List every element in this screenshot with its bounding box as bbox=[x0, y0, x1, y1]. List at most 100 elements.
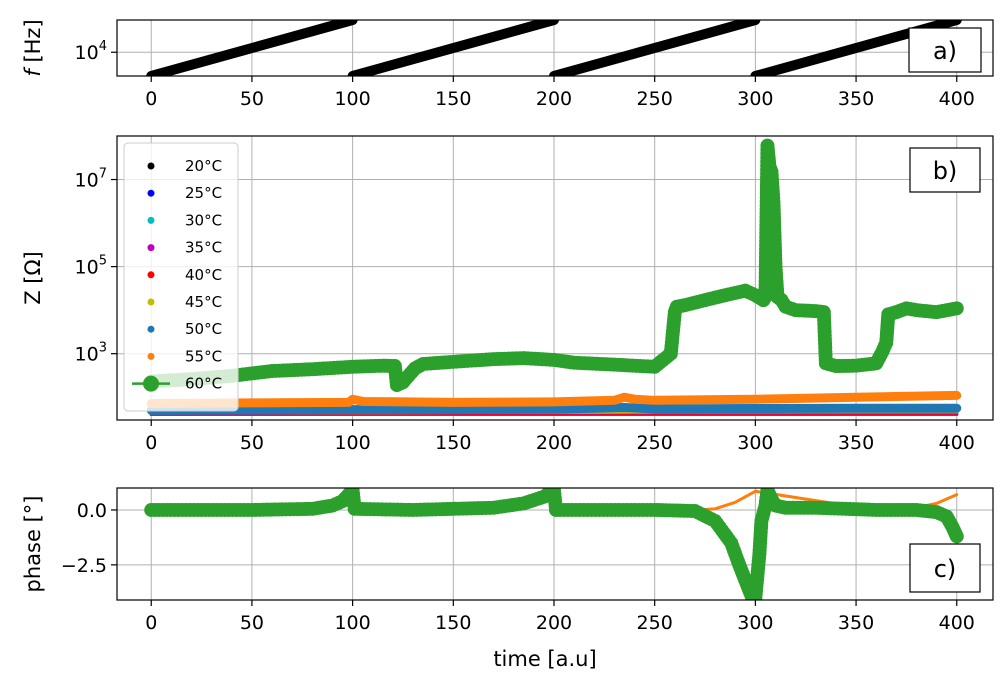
x-tick-label: 100 bbox=[334, 612, 370, 634]
frequency-sweep bbox=[548, 20, 761, 76]
panel-c-phase: 0 50 100 150 200 250 300 350 400 0.0 −2.5 c) phase [… bbox=[21, 487, 994, 634]
x-tick-label: 350 bbox=[838, 612, 874, 634]
y-axis-label-unit: [Hz] bbox=[21, 19, 45, 69]
x-tick-label: 300 bbox=[737, 432, 773, 454]
x-tick-label: 350 bbox=[838, 432, 874, 454]
legend-item: 35°C bbox=[147, 239, 222, 257]
axes-frame bbox=[116, 135, 994, 421]
series-55C bbox=[693, 489, 959, 512]
legend-label: 50°C bbox=[185, 320, 222, 338]
y-tick-base: 10 bbox=[75, 170, 99, 192]
series-50C bbox=[146, 403, 962, 415]
x-tick-label: 100 bbox=[334, 88, 370, 110]
panel-tag-label: a) bbox=[933, 37, 957, 65]
x-tick-label: 50 bbox=[240, 432, 264, 454]
legend-item: 30°C bbox=[147, 211, 222, 229]
panel-tag-label: b) bbox=[933, 157, 958, 185]
legend-item: 45°C bbox=[147, 293, 222, 311]
legend-label: 55°C bbox=[185, 347, 222, 365]
legend-item: 25°C bbox=[147, 184, 222, 202]
x-tick-label: 300 bbox=[737, 612, 773, 634]
series-60C bbox=[144, 138, 964, 393]
legend-label: 60°C bbox=[185, 375, 222, 393]
x-tick-label: 150 bbox=[435, 612, 471, 634]
x-tick-label: 50 bbox=[240, 612, 264, 634]
panel-tag-box bbox=[909, 543, 981, 593]
x-tick-label: 0 bbox=[145, 612, 157, 634]
y-axis-label-symbol: f bbox=[21, 66, 45, 77]
x-tick-label: 400 bbox=[939, 612, 975, 634]
data-point bbox=[949, 301, 964, 316]
legend-label: 45°C bbox=[185, 293, 222, 311]
x-tick-label: 350 bbox=[838, 88, 874, 110]
x-tick-label: 200 bbox=[536, 612, 572, 634]
frequency-sweep bbox=[347, 20, 559, 76]
y-tick-exponent: 3 bbox=[99, 341, 107, 356]
y-tick-label: 105 bbox=[75, 254, 107, 279]
x-tick-label: 200 bbox=[536, 432, 572, 454]
x-tick-label: 400 bbox=[939, 88, 975, 110]
x-tick-label: 0 bbox=[145, 432, 157, 454]
y-tick-exponent: 5 bbox=[99, 254, 107, 269]
x-tick-label: 100 bbox=[334, 432, 370, 454]
legend-label: 35°C bbox=[185, 239, 222, 257]
y-tick-label: 103 bbox=[75, 341, 107, 366]
x-tick-label: 300 bbox=[737, 88, 773, 110]
legend-item: 50°C bbox=[147, 320, 222, 338]
legend-marker bbox=[147, 216, 155, 224]
series-60C bbox=[144, 488, 964, 600]
x-tick-label: 250 bbox=[637, 612, 673, 634]
x-tick-label: 150 bbox=[435, 432, 471, 454]
y-tick-base: 10 bbox=[75, 257, 99, 279]
y-tick-base: 10 bbox=[75, 42, 99, 64]
frequency-sweep bbox=[146, 20, 358, 76]
legend-marker bbox=[147, 271, 155, 279]
y-tick-exponent: 7 bbox=[99, 167, 107, 182]
series-55C bbox=[146, 390, 962, 408]
legend-box bbox=[123, 142, 239, 412]
y-tick-label: −2.5 bbox=[61, 555, 107, 577]
legend-item: 40°C bbox=[147, 266, 222, 284]
legend-label: 25°C bbox=[185, 184, 222, 202]
legend-item: 60°C bbox=[132, 375, 222, 393]
legend-marker bbox=[147, 325, 155, 333]
legend-item: 20°C bbox=[147, 157, 222, 175]
y-tick-exponent: 4 bbox=[99, 39, 107, 54]
series-line bbox=[693, 489, 959, 512]
x-tick-label: 400 bbox=[939, 432, 975, 454]
panel-tag-box bbox=[909, 147, 981, 193]
panel-tag-label: c) bbox=[934, 555, 957, 583]
x-tick-label: 0 bbox=[145, 88, 157, 110]
legend-label: 30°C bbox=[185, 211, 222, 229]
y-tick-label: 107 bbox=[75, 167, 107, 192]
x-tick-label: 50 bbox=[240, 88, 264, 110]
y-axis-label: phase [°] bbox=[21, 496, 45, 593]
y-axis-label: Z [Ω] bbox=[21, 251, 45, 305]
legend-marker bbox=[147, 298, 155, 306]
legend-label: 40°C bbox=[185, 266, 222, 284]
axes-frame bbox=[116, 487, 994, 601]
legend-marker bbox=[143, 375, 159, 392]
series-line bbox=[146, 390, 962, 408]
panel-a-frequency: 0 50 100 150 200 250 300 350 400 104 a) f [Hz] bbox=[21, 19, 994, 110]
legend: 20°C 25°C 30°C 35°C 40°C 45°C 50°C 55°C 60°C bbox=[123, 142, 239, 412]
legend-item: 55°C bbox=[147, 347, 222, 365]
data-point bbox=[949, 529, 964, 544]
axes-frame bbox=[116, 19, 994, 77]
y-tick-base: 10 bbox=[75, 344, 99, 366]
y-tick-label: 104 bbox=[75, 39, 107, 64]
legend-marker bbox=[147, 352, 155, 360]
x-axis-label: time [a.u] bbox=[493, 647, 596, 671]
legend-marker bbox=[147, 189, 155, 197]
y-tick-label: 0.0 bbox=[77, 500, 107, 522]
x-tick-label: 150 bbox=[435, 88, 471, 110]
x-tick-label: 250 bbox=[637, 88, 673, 110]
x-tick-label: 200 bbox=[536, 88, 572, 110]
legend-marker bbox=[147, 244, 155, 252]
x-tick-label: 250 bbox=[637, 432, 673, 454]
legend-marker bbox=[147, 162, 155, 170]
series-line bbox=[146, 403, 962, 415]
legend-label: 20°C bbox=[185, 157, 222, 175]
